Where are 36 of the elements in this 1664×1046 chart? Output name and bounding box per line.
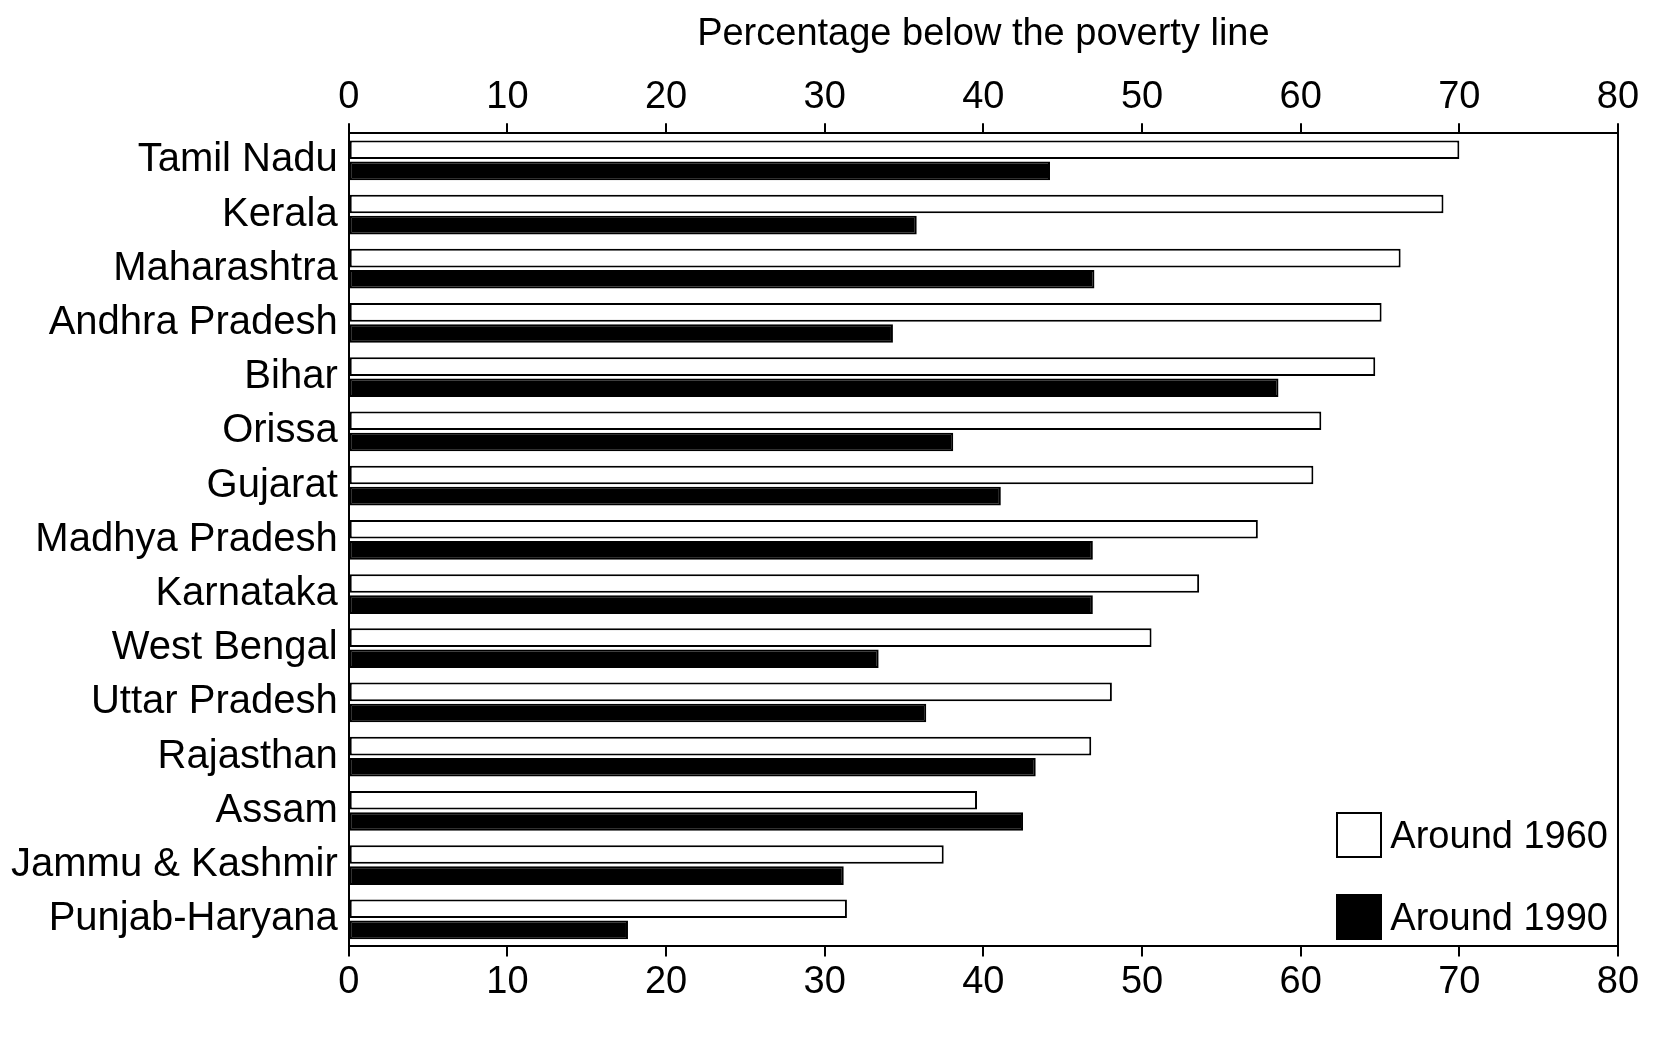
y-tick-label: Gujarat bbox=[206, 460, 338, 505]
y-tick-label: Orissa bbox=[222, 406, 339, 451]
x2-axis-title: Percentage below the poverty line bbox=[697, 11, 1270, 54]
x-tick-label: 10 bbox=[486, 73, 529, 116]
x-tick-label: 30 bbox=[803, 73, 846, 116]
y-tick-label: Uttar Pradesh bbox=[90, 677, 338, 722]
x2-tick-label: 0 bbox=[338, 958, 360, 1001]
y-tick-label: Assam bbox=[215, 785, 338, 830]
x2-tick-label: 30 bbox=[803, 958, 846, 1001]
y-tick-label: Tamil Nadu bbox=[137, 135, 338, 180]
y-tick-label: Bihar bbox=[244, 352, 338, 397]
y-tick-label: Jammu & Kashmir bbox=[10, 840, 338, 885]
y-tick-label: Karnataka bbox=[155, 569, 339, 614]
y-tick-label: West Bengal bbox=[111, 623, 338, 668]
y-tick-label: Kerala bbox=[222, 189, 339, 234]
legend-label: Around 1960 bbox=[1390, 813, 1608, 857]
x-tick-label: 70 bbox=[1438, 73, 1481, 116]
x2-tick-label: 80 bbox=[1596, 958, 1640, 1001]
x-tick-label: 20 bbox=[644, 73, 688, 116]
legend-label: Around 1990 bbox=[1390, 895, 1608, 939]
x2-tick-label: 40 bbox=[962, 958, 1005, 1001]
x2-tick-label: 70 bbox=[1438, 958, 1481, 1001]
y-tick-label: Madhya Pradesh bbox=[35, 514, 338, 559]
x2-tick-label: 10 bbox=[486, 958, 529, 1001]
x-tick-label: 0 bbox=[338, 73, 360, 116]
y-tick-label: Punjab-Haryana bbox=[48, 894, 339, 939]
y-tick-label: Rajasthan bbox=[157, 731, 338, 776]
y-tick-label: Maharashtra bbox=[113, 243, 339, 288]
y-tick-label: Andhra Pradesh bbox=[48, 297, 338, 342]
x2-tick-label: 20 bbox=[644, 958, 688, 1001]
x2-tick-label: 60 bbox=[1279, 958, 1322, 1001]
x-tick-label: 40 bbox=[962, 73, 1005, 116]
x-tick-label: 50 bbox=[1120, 73, 1164, 116]
x-tick-label: 80 bbox=[1596, 73, 1640, 116]
x-tick-label: 60 bbox=[1279, 73, 1322, 116]
x2-tick-label: 50 bbox=[1120, 958, 1164, 1001]
